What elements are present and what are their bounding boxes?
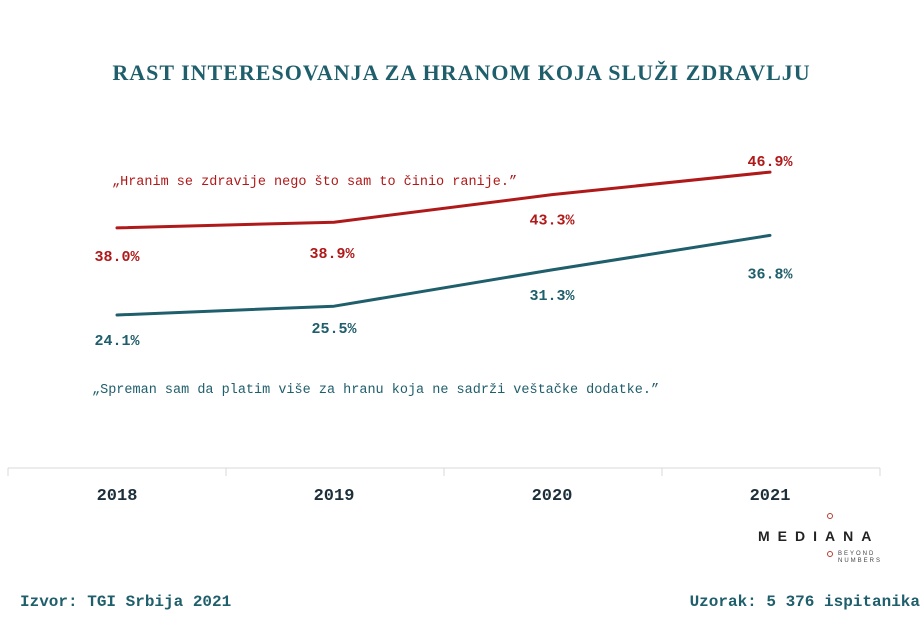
source-note: Izvor: TGI Srbija 2021 [20,593,232,611]
series-line [115,233,772,317]
data-label: 46.9% [747,154,793,171]
mediana-logo: MEDIANA BEYOND NUMBERS [758,510,908,572]
data-label: 25.5% [311,321,357,338]
series-name-label: „Spreman sam da platim više za hranu koj… [92,383,659,398]
data-label: 38.9% [309,246,355,263]
sample-size-note: Uzorak: 5 376 ispitanika [689,593,920,611]
logo-tagline: BEYOND NUMBERS [838,551,882,565]
x-tick-label: 2018 [97,487,138,506]
data-label: 43.3% [529,213,575,230]
x-tick-label: 2020 [532,487,573,506]
data-label: 38.0% [94,249,140,266]
logo-wordmark: MEDIANA [758,528,880,544]
logo-tagline-1: BEYOND [838,551,876,557]
logo-dot-bottom [827,551,833,557]
data-label: 24.1% [94,333,140,350]
data-label: 36.8% [747,266,793,283]
series-line [115,170,772,230]
chart-title: RAST INTERESOVANJA ZA HRANOM KOJA SLUŽI … [112,60,811,85]
series-name-label: „Hranim se zdravije nego što sam to čini… [112,175,517,190]
data-label: 31.3% [529,288,575,305]
x-tick-label: 2021 [750,487,791,506]
x-tick-label: 2019 [314,487,355,506]
logo-dot-top [827,513,833,519]
logo-tagline-2: NUMBERS [838,558,883,564]
